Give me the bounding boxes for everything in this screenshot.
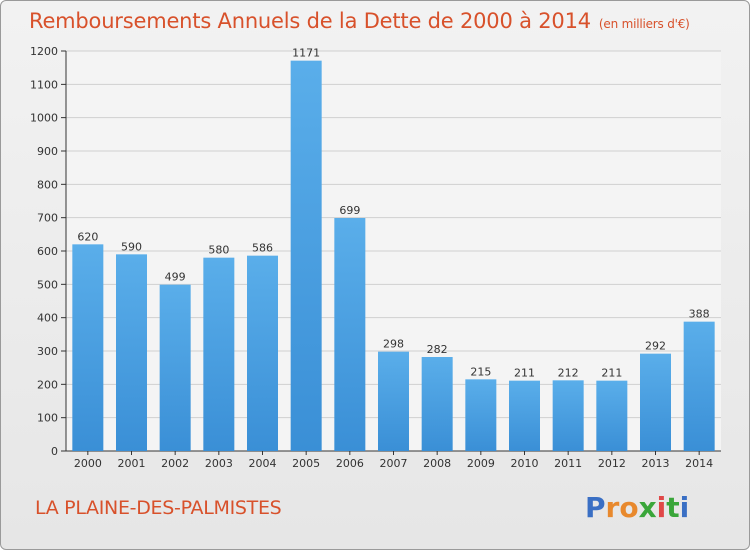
y-tick-label: 1100 [30, 78, 58, 91]
x-tick-label: 2000 [74, 457, 102, 470]
x-tick-label: 2003 [205, 457, 233, 470]
x-tick-label: 2007 [380, 457, 408, 470]
x-tick-label: 2001 [118, 457, 146, 470]
bar [552, 380, 584, 451]
data-label: 586 [252, 242, 273, 255]
y-tick-label: 1200 [30, 45, 58, 58]
data-label: 212 [558, 366, 579, 379]
data-label: 298 [383, 338, 404, 351]
bar [334, 218, 366, 451]
bar [465, 379, 497, 451]
bar [683, 321, 715, 451]
data-label: 282 [427, 343, 448, 356]
logo-letter: P [585, 491, 606, 524]
logo-letter: t [666, 491, 680, 524]
data-label: 580 [208, 244, 229, 257]
bar [640, 353, 671, 451]
bar [247, 255, 278, 451]
bar [290, 60, 322, 452]
data-label: 215 [470, 365, 491, 378]
y-tick-label: 700 [37, 212, 58, 225]
x-tick-label: 2004 [249, 457, 277, 470]
x-tick-label: 2008 [423, 457, 451, 470]
bar [596, 380, 628, 451]
data-label: 620 [77, 230, 98, 243]
data-label: 699 [339, 204, 360, 217]
bar [159, 284, 191, 451]
y-tick-label: 300 [37, 345, 58, 358]
x-tick-label: 2013 [642, 457, 670, 470]
proxiti-logo: Proxiti [585, 491, 689, 524]
bar [116, 254, 147, 451]
x-tick-label: 2014 [685, 457, 713, 470]
chart-title-text: Remboursements Annuels de la Dette de 20… [29, 9, 591, 33]
data-label: 211 [601, 367, 622, 380]
y-tick-label: 100 [37, 412, 58, 425]
data-label: 292 [645, 340, 666, 353]
y-tick-label: 800 [37, 178, 58, 191]
y-tick-label: 200 [37, 378, 58, 391]
data-label: 211 [514, 367, 535, 380]
data-label: 499 [165, 271, 186, 284]
x-tick-label: 2009 [467, 457, 495, 470]
x-tick-label: 2006 [336, 457, 364, 470]
x-tick-label: 2010 [511, 457, 539, 470]
x-tick-label: 2005 [292, 457, 320, 470]
y-tick-label: 1000 [30, 112, 58, 125]
data-label: 388 [689, 308, 710, 321]
logo-letter: i [679, 491, 690, 524]
y-tick-label: 600 [37, 245, 58, 258]
bar [203, 257, 235, 451]
commune-name: LA PLAINE-DES-PALMISTES [35, 497, 282, 519]
y-tick-label: 500 [37, 278, 58, 291]
bar [378, 351, 409, 451]
logo-letter: x [638, 491, 657, 524]
logo-letter: o [619, 491, 639, 524]
y-tick-label: 400 [37, 312, 58, 325]
data-label: 590 [121, 240, 142, 253]
chart-title: Remboursements Annuels de la Dette de 20… [29, 9, 690, 33]
logo-letter: r [605, 491, 620, 524]
logo-letter: i [656, 491, 667, 524]
x-tick-label: 2011 [554, 457, 582, 470]
x-tick-label: 2012 [598, 457, 626, 470]
bar [421, 357, 453, 451]
y-tick-label: 0 [51, 445, 58, 458]
data-label: 1171 [292, 47, 320, 60]
bar [509, 380, 540, 451]
chart-unit-label: (en milliers d'€) [598, 17, 690, 31]
bar [72, 244, 104, 451]
x-tick-label: 2002 [161, 457, 189, 470]
y-tick-label: 900 [37, 145, 58, 158]
